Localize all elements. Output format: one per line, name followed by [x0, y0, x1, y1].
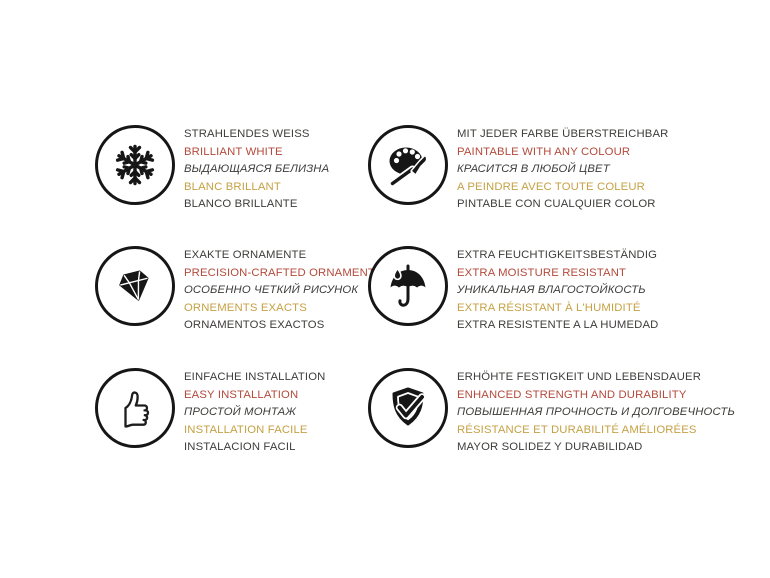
caption-de: MIT JEDER FARBE ÜBERSTREICHBAR — [457, 128, 669, 140]
caption-fr: A PEINDRE AVEC TOUTE COLEUR — [457, 180, 645, 193]
caption-en: PRECISION-CRAFTED ORNAMENTS — [184, 266, 383, 279]
feature-captions: EINFACHE INSTALLATION EASY INSTALLATION … — [184, 368, 325, 457]
caption-es: INSTALACION FACIL — [184, 441, 296, 453]
caption-ru: ОСОБЕННО ЧЕТКИЙ РИСУНОК — [184, 284, 359, 296]
feature-icon-circle — [368, 368, 448, 448]
feature-easy-installation: EINFACHE INSTALLATION EASY INSTALLATION … — [95, 368, 325, 457]
feature-icon-circle — [368, 246, 448, 326]
feature-precision-ornaments: EXAKTE ORNAMENTE PRECISION-CRAFTED ORNAM… — [95, 246, 383, 335]
feature-brilliant-white: STRAHLENDES WEISS BRILLIANT WHITE ВЫДАЮЩ… — [95, 125, 329, 214]
caption-de: EXTRA FEUCHTIGKEITSBESTÄNDIG — [457, 249, 658, 261]
caption-ru: ПОВЫШЕННАЯ ПРОЧНОСТЬ И ДОЛГОВЕЧНОСТЬ — [457, 406, 735, 418]
caption-en: PAINTABLE WITH ANY COLOUR — [457, 145, 631, 158]
snowflake-icon — [115, 144, 155, 186]
shield-check-icon — [392, 387, 426, 426]
caption-ru: ПРОСТОЙ МОНТАЖ — [184, 406, 296, 418]
diamond-icon — [119, 270, 149, 301]
feature-captions: MIT JEDER FARBE ÜBERSTREICHBAR PAINTABLE… — [457, 125, 668, 214]
caption-fr: ORNEMENTS EXACTS — [184, 301, 307, 314]
feature-moisture-resistant: EXTRA FEUCHTIGKEITSBESTÄNDIG EXTRA MOIST… — [368, 246, 658, 335]
feature-captions: ERHÖHTE FESTIGKEIT UND LEBENSDAUER ENHAN… — [457, 368, 735, 457]
caption-en: ENHANCED STRENGTH AND DURABILITY — [457, 388, 687, 401]
caption-es: EXTRA RESISTENTE A LA HUMEDAD — [457, 319, 659, 331]
caption-en: EASY INSTALLATION — [184, 388, 299, 401]
umbrella-icon — [390, 264, 426, 307]
feature-icon-circle — [95, 246, 175, 326]
caption-ru: КРАСИТСЯ В ЛЮБОЙ ЦВЕТ — [457, 163, 610, 175]
caption-fr: BLANC BRILLANT — [184, 180, 281, 193]
feature-paintable: MIT JEDER FARBE ÜBERSTREICHBAR PAINTABLE… — [368, 125, 668, 214]
thumbs-up-icon — [124, 391, 150, 428]
feature-icon-circle — [368, 125, 448, 205]
caption-de: EXAKTE ORNAMENTE — [184, 249, 307, 261]
caption-es: ORNAMENTOS EXACTOS — [184, 319, 325, 331]
palette-icon — [389, 147, 428, 187]
caption-en: EXTRA MOISTURE RESISTANT — [457, 266, 627, 279]
feature-captions: EXAKTE ORNAMENTE PRECISION-CRAFTED ORNAM… — [184, 246, 383, 335]
caption-de: ERHÖHTE FESTIGKEIT UND LEBENSDAUER — [457, 371, 702, 383]
caption-es: MAYOR SOLIDEZ Y DURABILIDAD — [457, 441, 643, 453]
caption-ru: ВЫДАЮЩАЯСЯ БЕЛИЗНА — [184, 163, 330, 175]
caption-ru: УНИКАЛЬНАЯ ВЛАГОСТОЙКОСТЬ — [457, 284, 646, 296]
caption-fr: RÉSISTANCE ET DURABILITÉ AMÉLIORÉES — [457, 423, 697, 436]
caption-en: BRILLIANT WHITE — [184, 145, 283, 158]
feature-captions: EXTRA FEUCHTIGKEITSBESTÄNDIG EXTRA MOIST… — [457, 246, 658, 335]
caption-es: PINTABLE CON CUALQUIER COLOR — [457, 198, 656, 210]
feature-icon-circle — [95, 368, 175, 448]
caption-fr: EXTRA RÉSISTANT À L'HUMIDITÉ — [457, 301, 641, 314]
feature-captions: STRAHLENDES WEISS BRILLIANT WHITE ВЫДАЮЩ… — [184, 125, 329, 214]
caption-es: BLANCO BRILLANTE — [184, 198, 298, 210]
caption-de: EINFACHE INSTALLATION — [184, 371, 326, 383]
caption-fr: INSTALLATION FACILE — [184, 423, 308, 436]
caption-de: STRAHLENDES WEISS — [184, 128, 310, 140]
feature-icon-circle — [95, 125, 175, 205]
feature-strength-durability: ERHÖHTE FESTIGKEIT UND LEBENSDAUER ENHAN… — [368, 368, 735, 457]
